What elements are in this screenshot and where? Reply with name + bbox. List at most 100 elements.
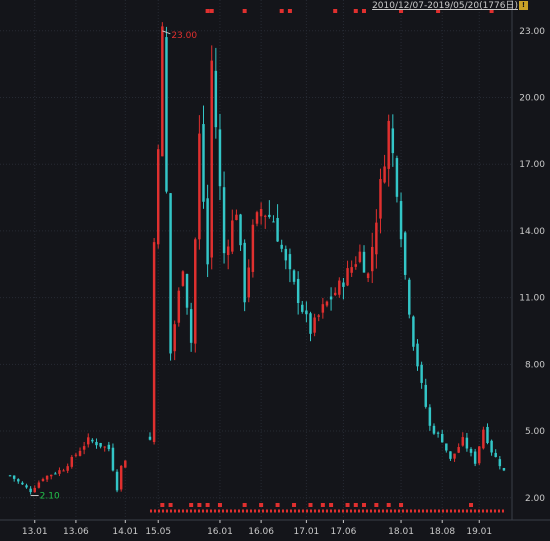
bottom-event-marker xyxy=(469,503,474,507)
candle-body xyxy=(181,271,185,286)
candle-body xyxy=(321,304,325,313)
candle-body xyxy=(247,267,251,298)
bottom-event-marker xyxy=(189,503,194,507)
candle-body xyxy=(445,443,448,451)
candle-body xyxy=(478,446,481,464)
candle-body xyxy=(25,485,28,488)
candle-body xyxy=(338,280,341,295)
candle-body xyxy=(317,315,320,317)
candle-body xyxy=(222,187,226,254)
bottom-event-marker xyxy=(386,503,391,507)
candle-body xyxy=(161,26,164,157)
candlestick-series xyxy=(8,22,506,495)
candle-body xyxy=(313,317,316,333)
top-event-marker xyxy=(242,9,247,13)
candle-body xyxy=(194,239,197,344)
candle-body xyxy=(416,343,419,367)
candle-body xyxy=(54,473,57,475)
candle-body xyxy=(473,451,477,464)
candle-body xyxy=(366,273,370,279)
candle-body xyxy=(424,384,427,407)
candle-body xyxy=(198,133,201,240)
candle-body xyxy=(284,248,288,261)
candle-body xyxy=(111,447,115,471)
candle-body xyxy=(288,254,292,270)
candle-body xyxy=(99,442,102,447)
x-tick-label: 19.01 xyxy=(466,527,492,537)
candle-body xyxy=(156,149,160,245)
candle-body xyxy=(37,482,41,488)
candle-body xyxy=(412,316,415,347)
min-value-label: 2.10 xyxy=(40,492,60,502)
candle-body xyxy=(399,201,403,240)
top-event-marker xyxy=(489,9,494,13)
candle-body xyxy=(152,242,156,443)
candle-body xyxy=(486,426,489,443)
candle-body xyxy=(231,220,234,252)
candle-body xyxy=(218,129,222,187)
x-tick-label: 14.01 xyxy=(112,527,138,537)
candle-body xyxy=(239,214,242,246)
candle-body xyxy=(292,270,296,282)
candle-body xyxy=(420,364,423,383)
candle-body xyxy=(91,439,94,442)
candle-body xyxy=(342,282,345,287)
candle-body xyxy=(185,273,189,308)
candle-body xyxy=(494,452,497,458)
bottom-event-marker xyxy=(259,503,264,507)
candle-body xyxy=(165,37,168,192)
bottom-event-marker xyxy=(160,503,165,507)
candle-body xyxy=(45,475,49,480)
candle-body xyxy=(391,128,395,154)
candle-body xyxy=(403,232,407,275)
candle-body xyxy=(482,429,485,449)
candle-body xyxy=(461,437,465,446)
candle-body xyxy=(371,246,374,272)
candle-body xyxy=(70,456,74,467)
x-tick-label: 18.08 xyxy=(429,527,455,537)
candle-body xyxy=(325,301,329,306)
y-tick-label: 14.00 xyxy=(519,227,545,237)
candle-body xyxy=(498,459,502,467)
y-tick-label: 5.00 xyxy=(525,427,545,437)
x-tick-label: 17.06 xyxy=(331,527,357,537)
candle-body xyxy=(21,482,24,485)
candle-body xyxy=(259,208,263,217)
x-tick-label: 18.01 xyxy=(388,527,414,537)
candle-body xyxy=(243,242,246,303)
candle-body xyxy=(354,264,358,267)
candle-body xyxy=(268,214,271,217)
candle-body xyxy=(78,450,82,456)
top-event-marker xyxy=(279,9,284,13)
bottom-event-marker xyxy=(217,503,222,507)
bottom-event-marker xyxy=(320,503,325,507)
candle-body xyxy=(103,446,106,448)
candle-body xyxy=(169,193,172,354)
candle-body xyxy=(251,224,255,272)
candle-body xyxy=(177,290,181,323)
x-tick-label: 13.01 xyxy=(22,527,48,537)
candle-body xyxy=(41,479,45,482)
candle-body xyxy=(206,198,209,265)
candle-body xyxy=(189,309,193,343)
range-settings-icon[interactable]: ! xyxy=(519,1,528,10)
top-event-marker xyxy=(353,9,358,13)
max-leader-line xyxy=(162,30,171,35)
date-range-label[interactable]: 2010/12/07-2019/05/20(1776日) xyxy=(372,1,518,11)
candle-body xyxy=(440,433,444,443)
candle-body xyxy=(214,70,218,128)
candle-body xyxy=(305,310,308,315)
candle-body xyxy=(272,221,275,223)
candle-body xyxy=(49,474,53,477)
candle-body xyxy=(280,244,283,249)
candle-body xyxy=(62,470,65,472)
candle-body xyxy=(263,215,267,217)
candle-body xyxy=(107,444,111,450)
candle-body xyxy=(276,217,279,242)
candle-body xyxy=(202,124,205,202)
candle-body xyxy=(29,488,32,493)
candle-body xyxy=(119,465,123,490)
candle-body xyxy=(502,467,506,471)
